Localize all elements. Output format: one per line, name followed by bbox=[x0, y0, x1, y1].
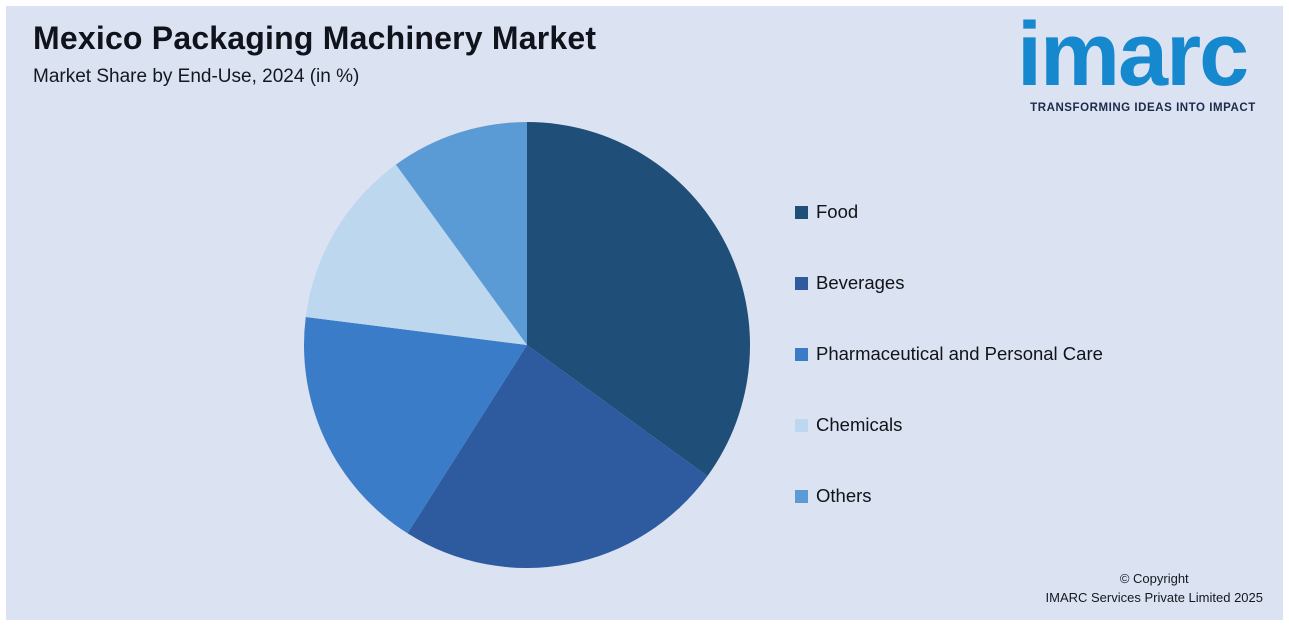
imarc-tagline: TRANSFORMING IDEAS INTO IMPACT bbox=[1030, 101, 1256, 114]
legend-item: Pharmaceutical and Personal Care bbox=[795, 342, 1103, 366]
imarc-wordmark: imarc bbox=[1017, 5, 1249, 105]
legend-item: Beverages bbox=[795, 271, 1103, 295]
legend-marker bbox=[795, 276, 808, 290]
page-subtitle: Market Share by End-Use, 2024 (in %) bbox=[33, 66, 360, 87]
legend-label: Chemicals bbox=[816, 414, 903, 435]
legend-label: Food bbox=[816, 201, 859, 222]
pie-chart bbox=[304, 122, 750, 568]
legend-marker bbox=[795, 205, 808, 219]
pie-slice-chemicals bbox=[305, 164, 527, 345]
legend-item: Food bbox=[795, 200, 1103, 224]
copyright: © Copyright IMARC Services Private Limit… bbox=[1046, 570, 1263, 608]
imarc-logo: imarc TRANSFORMING IDEAS INTO IMPACT bbox=[1017, 5, 1269, 114]
legend-label: Pharmaceutical and Personal Care bbox=[816, 343, 1103, 364]
copyright-line2: IMARC Services Private Limited 2025 bbox=[1045, 590, 1263, 606]
pie-slice-others bbox=[395, 122, 527, 345]
pie-slice-beverages bbox=[407, 345, 708, 568]
pie-slice-pharmaceutical-and-personal-care bbox=[304, 317, 527, 534]
legend-item: Others bbox=[795, 484, 1103, 508]
page-title: Mexico Packaging Machinery Market bbox=[33, 20, 597, 56]
legend-marker bbox=[795, 489, 808, 503]
legend: Food Beverages Pharmaceutical and Personal… bbox=[795, 200, 1103, 555]
legend-item: Chemicals bbox=[795, 413, 1103, 437]
pie-slice-food bbox=[527, 122, 750, 477]
legend-marker bbox=[795, 347, 808, 361]
copyright-line1: © Copyright bbox=[1119, 571, 1189, 587]
legend-marker bbox=[795, 418, 808, 432]
legend-label: Others bbox=[816, 485, 872, 506]
legend-label: Beverages bbox=[816, 272, 905, 293]
infographic-canvas: Mexico Packaging Machinery Market Market… bbox=[6, 6, 1283, 620]
